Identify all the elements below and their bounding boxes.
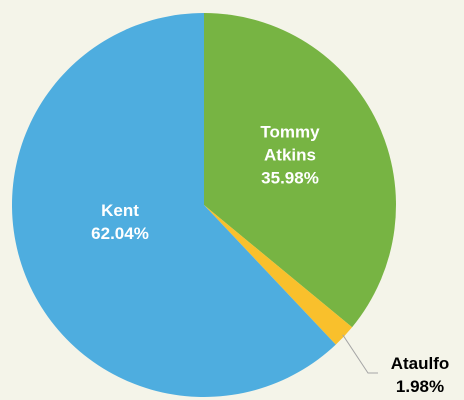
value-label: 35.98%	[261, 168, 319, 188]
category-label: Ataulfo	[390, 354, 450, 373]
slice-label: Tommy Atkins 35.98%	[250, 121, 330, 190]
value-label: 1.98%	[395, 377, 445, 396]
category-label: Kent	[101, 201, 139, 220]
value-label: 62.04%	[91, 224, 149, 243]
pie-slice	[204, 13, 396, 328]
pie-slice	[11, 13, 336, 398]
slice-label: Kent 62.04%	[60, 199, 180, 245]
category-label: Tommy Atkins	[260, 122, 320, 165]
pie-slice	[204, 205, 353, 345]
leader-line	[342, 334, 378, 374]
slice-label: Ataulfo 1.98%	[360, 352, 464, 398]
